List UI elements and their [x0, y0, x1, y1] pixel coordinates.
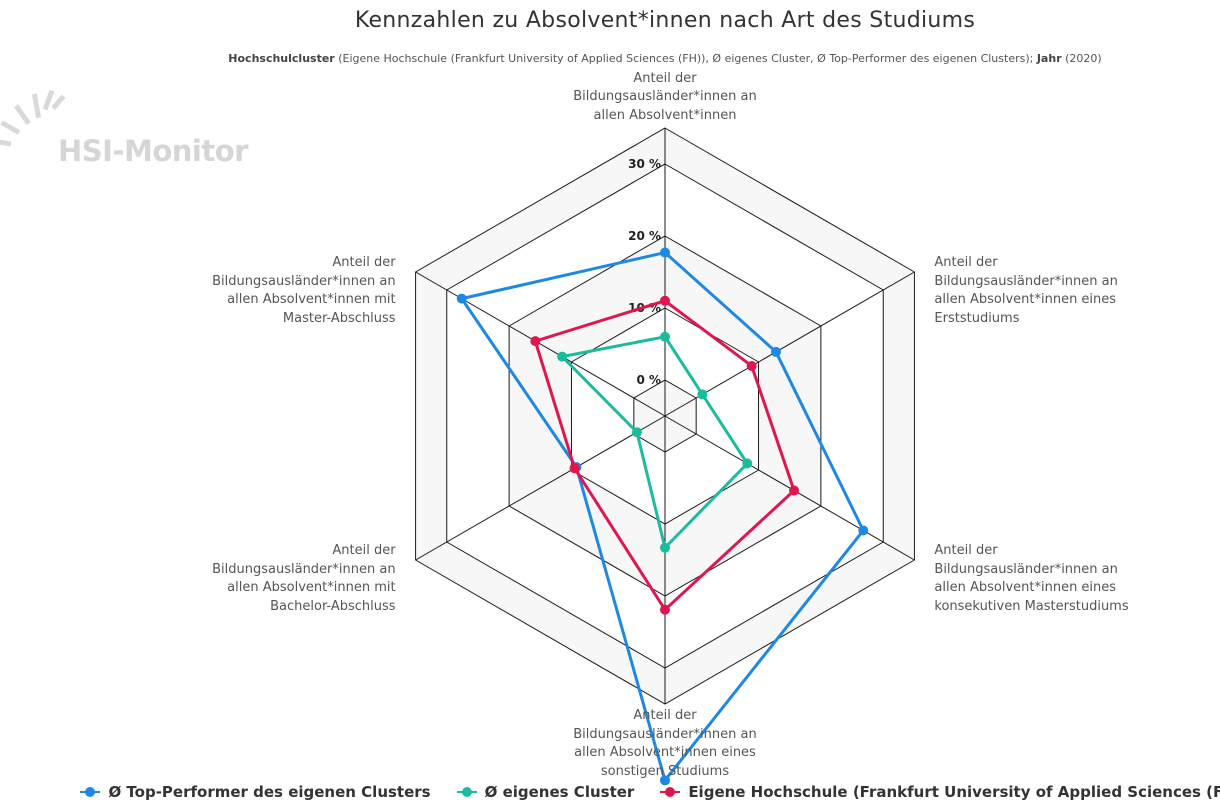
data-point — [530, 336, 541, 347]
legend-marker-icon — [660, 786, 681, 798]
axis-label: Anteil der Bildungsausländer*innen an alle… — [555, 70, 775, 126]
legend-marker-dot — [85, 787, 96, 797]
data-point — [569, 463, 580, 474]
legend-item[interactable]: Ø Top-Performer des eigenen Clusters — [80, 783, 431, 801]
grid-spoke — [664, 415, 915, 561]
axis-label-line: Bildungsausländer*innen an — [212, 273, 396, 289]
data-point — [660, 604, 670, 615]
axis-label-line: allen Absolvent*innen eines — [934, 580, 1117, 595]
radial-tick-label: 20 % — [628, 229, 661, 243]
data-point — [456, 293, 467, 304]
axis-label-line: Bildungsausländer*innen an — [934, 273, 1118, 289]
data-point — [858, 525, 869, 536]
axis-label-line: allen Absolvent*innen mit — [227, 292, 396, 307]
legend-label: Ø eigenes Cluster — [484, 783, 635, 801]
axis-label-line: Anteil der — [332, 543, 396, 558]
axis-label-line: allen Absolvent*innen — [593, 107, 737, 123]
axis-label-line: Erststudiums — [934, 310, 1020, 326]
legend-marker-icon — [456, 786, 477, 798]
hsi-monitor-logo-icon — [0, 89, 66, 147]
axis-label-line: Bildungsausländer*innen an — [212, 561, 396, 577]
axis-label-line: allen Absolvent*innen eines — [934, 292, 1117, 307]
legend-label: Eigene Hochschule (Frankfurt University … — [688, 783, 1220, 801]
axis-label: Anteil der Bildungsausländer*innen an alle… — [934, 254, 1154, 328]
legend-marker-dot — [665, 787, 676, 797]
data-point — [770, 346, 781, 357]
axis-label-line: Anteil der — [934, 255, 998, 270]
legend-item[interactable]: Eigene Hochschule (Frankfurt University … — [660, 783, 1220, 801]
axis-label-line: Anteil der — [934, 543, 998, 558]
subtitle-year-label: Jahr — [1036, 52, 1062, 65]
legend-marker-dot — [461, 787, 472, 797]
subtitle-year-value: (2020) — [1061, 52, 1102, 65]
data-point — [789, 485, 800, 496]
axis-label-line: sonstigen Studiums — [600, 763, 730, 779]
axis-label-line: konsekutiven Masterstudiums — [934, 598, 1129, 614]
axis-label-line: Bildungsausländer*innen an — [934, 561, 1118, 577]
axis-label: Anteil der Bildungsausländer*innen an alle… — [934, 542, 1154, 616]
radial-tick-label: 30 % — [628, 157, 661, 171]
axis-label-line: Master-Abschluss — [282, 310, 396, 326]
subtitle-cluster-label: Hochschulcluster — [228, 52, 335, 65]
data-point — [697, 389, 708, 400]
axis-label-line: Bachelor-Abschluss — [270, 598, 396, 614]
watermark-text: HSI-Monitor — [58, 134, 248, 168]
subtitle-cluster-values: (Eigene Hochschule (Frankfurt University… — [334, 52, 1037, 65]
axis-label-line: Anteil der — [633, 70, 697, 86]
grid-spoke — [415, 415, 666, 561]
chart-subtitle: Hochschulcluster (Eigene Hochschule (Fra… — [0, 52, 1220, 65]
axis-label: Anteil der Bildungsausländer*innen an alle… — [176, 542, 396, 616]
axis-label: Anteil der Bildungsausländer*innen an alle… — [176, 254, 396, 328]
radial-tick-label: 0 % — [636, 373, 661, 387]
data-point — [557, 351, 568, 362]
legend-item[interactable]: Ø eigenes Cluster — [456, 783, 635, 801]
data-point — [660, 247, 670, 258]
axis-label-line: Bildungsausländer*innen an — [573, 89, 757, 104]
data-point — [746, 360, 757, 371]
legend-label: Ø Top-Performer des eigenen Clusters — [108, 783, 431, 801]
legend: Ø Top-Performer des eigenen Clusters Ø ei… — [0, 780, 1220, 804]
grid-spoke — [415, 271, 666, 417]
axis-label-line: allen Absolvent*innen mit — [227, 580, 396, 595]
axis-label-line: allen Absolvent*innen eines — [574, 745, 756, 760]
data-point — [631, 427, 642, 438]
legend-marker-icon — [80, 786, 101, 798]
axis-label-line: Anteil der — [633, 708, 697, 723]
data-point — [660, 331, 670, 342]
data-point — [660, 542, 670, 553]
chart-title: Kennzahlen zu Absolvent*innen nach Art d… — [354, 8, 976, 33]
data-point — [660, 295, 670, 306]
axis-label: Anteil der Bildungsausländer*innen an alle… — [555, 707, 775, 781]
data-point — [742, 458, 753, 469]
axis-label-line: Bildungsausländer*innen an — [573, 726, 757, 742]
data-point — [660, 775, 670, 786]
axis-label-line: Anteil der — [332, 255, 396, 270]
